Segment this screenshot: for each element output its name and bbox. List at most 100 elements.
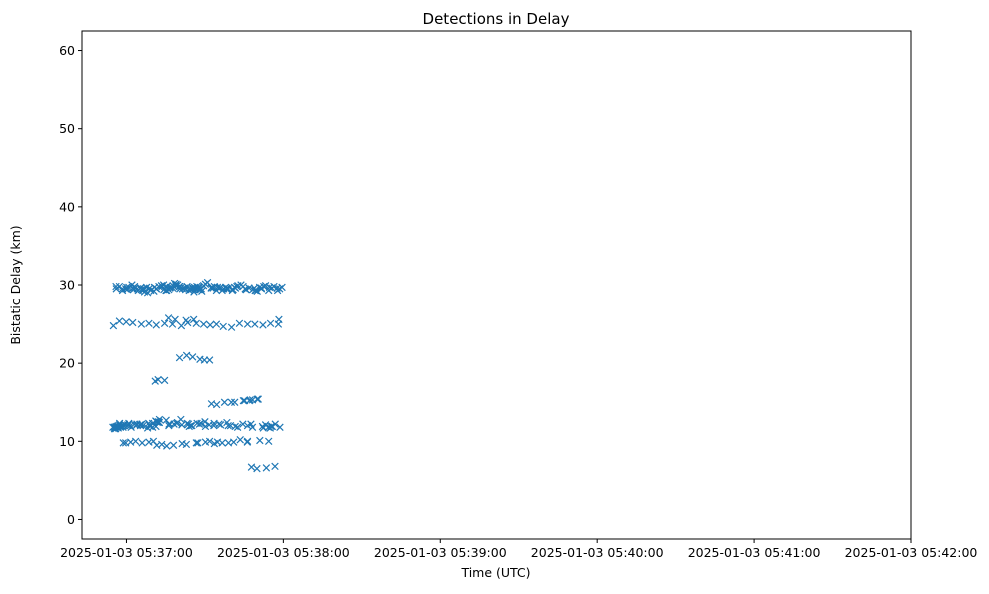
data-point xyxy=(129,318,137,327)
data-point xyxy=(201,418,209,426)
data-point xyxy=(162,286,170,295)
data-point xyxy=(115,317,124,325)
data-point xyxy=(137,320,146,328)
data-point xyxy=(273,284,281,292)
data-point xyxy=(266,424,275,432)
data-point xyxy=(188,353,197,361)
data-point xyxy=(233,423,242,431)
data-point xyxy=(183,318,192,327)
data-point xyxy=(186,285,194,293)
data-point xyxy=(210,439,219,448)
data-point xyxy=(188,421,196,430)
data-point xyxy=(124,421,132,429)
x-tick-label: 2025-01-03 05:37:00 xyxy=(60,545,193,560)
data-point xyxy=(129,285,138,294)
x-tick-label: 2025-01-03 05:38:00 xyxy=(217,545,350,560)
data-point xyxy=(216,283,225,292)
data-point xyxy=(154,375,162,384)
data-point xyxy=(172,419,181,428)
data-point xyxy=(168,320,177,328)
data-point xyxy=(166,283,175,292)
data-point xyxy=(206,321,214,329)
y-tick-label: 10 xyxy=(59,434,75,449)
data-point xyxy=(155,418,164,427)
data-point xyxy=(192,319,201,328)
x-axis-ticks: 2025-01-03 05:37:00 2025-01-03 05:38:00 20… xyxy=(60,539,977,560)
data-points xyxy=(109,278,286,473)
data-point xyxy=(271,462,279,471)
data-point xyxy=(256,436,264,445)
data-point xyxy=(276,423,284,431)
data-point xyxy=(271,420,279,428)
data-point xyxy=(170,420,178,428)
y-axis-ticks: 0 10 20 30 40 50 60 xyxy=(59,43,82,527)
data-point xyxy=(205,437,214,446)
data-point xyxy=(160,319,169,328)
data-point xyxy=(118,285,126,293)
data-point xyxy=(243,320,252,328)
data-point xyxy=(164,314,173,322)
data-point xyxy=(259,321,267,329)
data-point xyxy=(136,421,145,430)
y-tick-label: 40 xyxy=(59,199,75,214)
data-point xyxy=(205,356,214,364)
data-point xyxy=(177,321,186,330)
data-point xyxy=(131,437,140,446)
data-point xyxy=(254,395,262,403)
data-point xyxy=(230,398,239,406)
x-tick-label: 2025-01-03 05:42:00 xyxy=(845,545,978,560)
data-point xyxy=(189,315,198,324)
y-axis-label: Bistatic Delay (km) xyxy=(8,225,23,344)
data-point xyxy=(148,423,157,431)
y-tick-label: 30 xyxy=(59,278,75,293)
x-tick-label: 2025-01-03 05:39:00 xyxy=(374,545,507,560)
x-tick-label: 2025-01-03 05:40:00 xyxy=(531,545,664,560)
data-point xyxy=(252,286,260,295)
data-point xyxy=(247,463,256,471)
plot-frame xyxy=(81,30,912,540)
data-point xyxy=(119,439,128,447)
x-axis-label: Time (UTC) xyxy=(460,565,530,580)
data-point xyxy=(229,438,238,446)
data-point xyxy=(182,440,191,449)
data-point xyxy=(192,439,201,447)
data-point xyxy=(266,319,275,328)
data-point xyxy=(243,437,252,446)
data-point xyxy=(197,285,205,293)
data-point xyxy=(115,419,124,428)
data-point xyxy=(194,439,202,447)
data-point xyxy=(182,351,191,360)
data-point xyxy=(207,400,216,408)
data-point xyxy=(158,440,166,449)
y-tick-label: 20 xyxy=(59,356,75,371)
data-point xyxy=(262,464,271,472)
data-point xyxy=(160,376,169,385)
chart-title: Detections in Delay xyxy=(423,10,570,28)
data-point xyxy=(218,439,226,447)
data-point xyxy=(152,321,160,329)
data-point xyxy=(247,420,255,428)
data-point xyxy=(112,282,120,291)
data-point xyxy=(235,319,244,328)
data-point xyxy=(219,322,227,331)
data-point xyxy=(146,422,154,431)
data-point xyxy=(195,285,203,294)
data-point xyxy=(274,320,283,328)
data-point xyxy=(138,439,146,447)
data-point xyxy=(264,286,273,295)
data-point xyxy=(199,320,208,328)
data-point xyxy=(261,421,270,429)
data-point xyxy=(212,320,221,328)
data-point xyxy=(209,284,217,292)
data-point xyxy=(227,323,236,331)
data-point xyxy=(150,283,159,292)
data-point xyxy=(169,284,177,292)
data-point xyxy=(251,320,259,328)
data-point xyxy=(227,398,236,406)
data-point xyxy=(193,419,201,428)
data-point xyxy=(169,441,178,449)
data-point xyxy=(220,398,229,406)
y-tick-label: 0 xyxy=(67,512,75,527)
data-point xyxy=(264,437,273,446)
